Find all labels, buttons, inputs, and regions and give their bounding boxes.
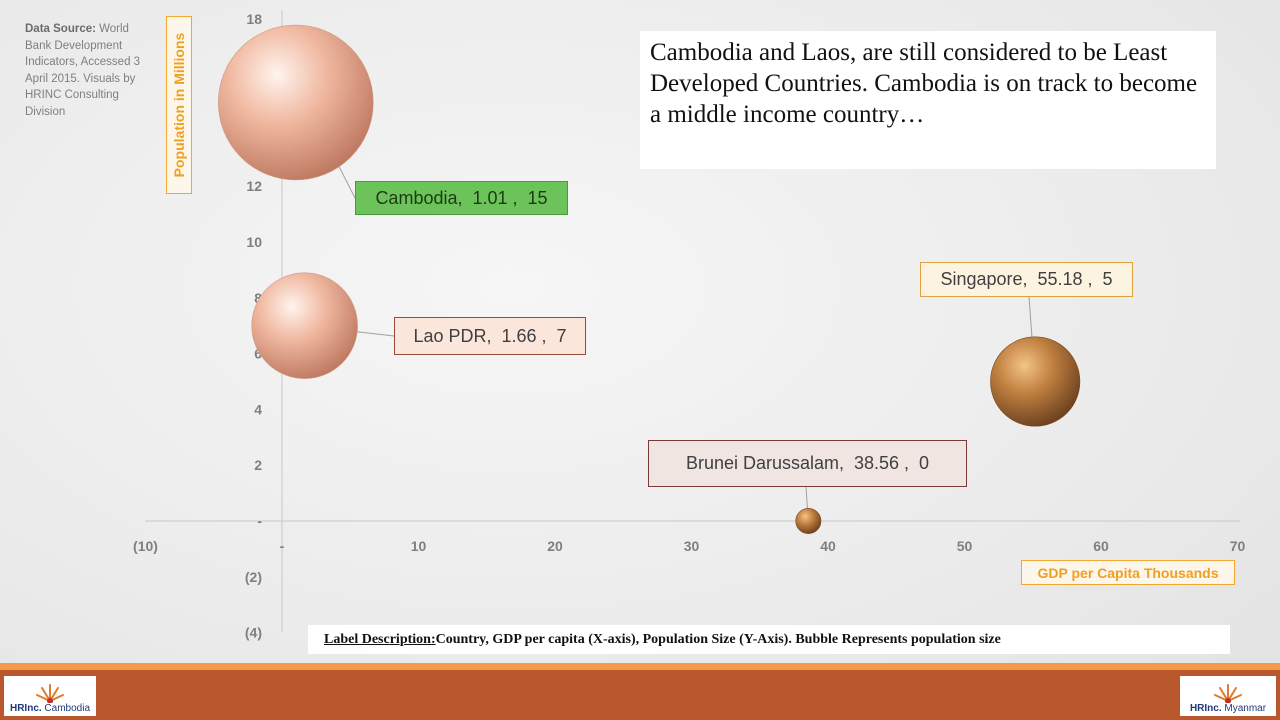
- data-source-label: Data Source:: [25, 23, 96, 35]
- callout-singapore: Singapore, 55.18 , 5: [920, 262, 1133, 297]
- y-tick-label: 10: [246, 234, 262, 250]
- y-tick-label: 8: [254, 290, 262, 306]
- hrinc-myanmar-logo: HRInc. Myanmar: [1180, 676, 1276, 716]
- x-tick-label: 40: [820, 538, 836, 554]
- bubble-brunei-darussalam: [795, 508, 822, 534]
- logo-right-brand: HRInc.: [1189, 703, 1222, 714]
- x-tick-label: 50: [957, 538, 973, 554]
- y-tick-label: 6: [254, 346, 262, 362]
- y-axis-label: Population in Millions: [171, 32, 187, 178]
- logo-right-name: Myanmar: [1221, 703, 1267, 714]
- logo-left-name: Cambodia: [41, 703, 91, 714]
- callout-brunei: Brunei Darussalam, 38.56 , 0: [648, 440, 967, 487]
- hrinc-cambodia-logo: HRInc. Cambodia: [4, 676, 96, 716]
- y-tick-label: 2: [254, 457, 262, 473]
- data-source-text: World Bank Development Indicators, Acces…: [25, 23, 141, 118]
- label-description-text: Country, GDP per capita (X-axis), Popula…: [435, 631, 1001, 647]
- callout-cambodia: Cambodia, 1.01 , 15: [355, 181, 568, 215]
- bubble-singapore: [990, 336, 1081, 427]
- y-axis-label-box: Population in Millions: [166, 16, 192, 194]
- y-tick-label: -: [257, 513, 262, 529]
- y-tick-label: (2): [245, 569, 262, 585]
- data-source-note: Data Source: World Bank Development Indi…: [25, 21, 155, 120]
- x-axis-label: GDP per Capita Thousands: [1021, 560, 1235, 585]
- x-tick-label: 60: [1093, 538, 1109, 554]
- label-description: Label Description: Country, GDP per capi…: [308, 625, 1230, 654]
- x-tick-label: 70: [1230, 538, 1246, 554]
- logo-left-brand: HRInc.: [9, 703, 42, 714]
- x-tick-label: -: [280, 538, 285, 554]
- y-tick-label: 18: [246, 11, 262, 27]
- y-tick-label: 12: [246, 178, 262, 194]
- y-tick-label: 4: [254, 401, 262, 417]
- sunburst-icon: [36, 684, 64, 703]
- bubble-lao-pdr: [251, 272, 358, 379]
- x-tick-label: (10): [133, 538, 158, 554]
- x-tick-label: 30: [684, 538, 700, 554]
- y-tick-label: (4): [245, 625, 262, 641]
- label-description-heading: Label Description:: [324, 631, 436, 647]
- footer-accent-line: [0, 663, 1280, 670]
- sunburst-icon: [1214, 684, 1242, 703]
- callout-lao-pdr: Lao PDR, 1.66 , 7: [394, 317, 586, 355]
- headline-textbox: Cambodia and Laos, are still considered …: [640, 31, 1216, 169]
- footer-band: [0, 670, 1280, 720]
- x-tick-label: 20: [547, 538, 563, 554]
- x-tick-label: 10: [411, 538, 427, 554]
- bubble-cambodia: [218, 24, 374, 181]
